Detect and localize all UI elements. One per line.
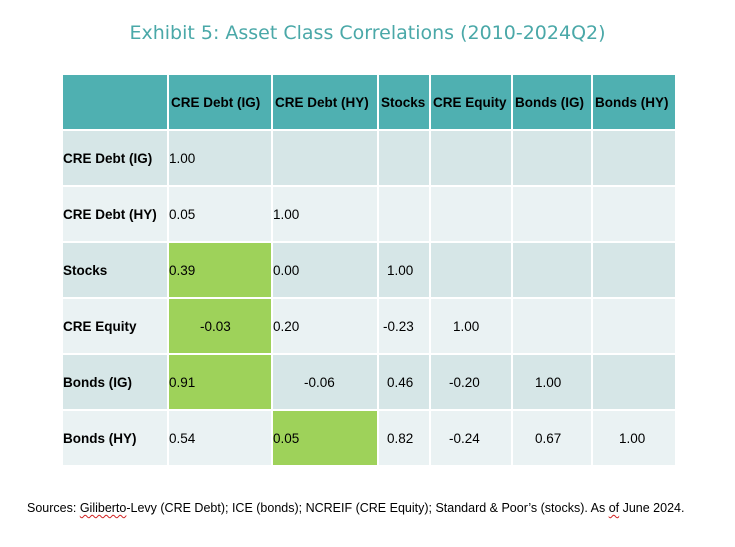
- table-row: Bonds (IG) 0.91 -0.06 0.46 -0.20 1.00: [61, 353, 677, 411]
- column-header: CRE Debt (IG): [167, 73, 273, 131]
- cell: 0.54: [167, 409, 273, 467]
- cell: [377, 185, 431, 243]
- cell: [429, 185, 513, 243]
- cell: -0.24: [429, 409, 513, 467]
- cell: [429, 241, 513, 299]
- cell: [591, 241, 677, 299]
- cell: [429, 129, 513, 187]
- table-row: Stocks 0.39 0.00 1.00: [61, 241, 677, 299]
- header-corner: [61, 73, 169, 131]
- cell: 1.00: [271, 185, 379, 243]
- table-row: CRE Equity -0.03 0.20 -0.23 1.00: [61, 297, 677, 355]
- row-label: CRE Debt (HY): [61, 185, 169, 243]
- cell: [511, 185, 593, 243]
- highlighted-cell: 0.39: [167, 241, 273, 299]
- cell: 0.05: [167, 185, 273, 243]
- source-suffix: June 2024.: [619, 501, 685, 515]
- cell: 0.20: [271, 297, 379, 355]
- cell: 0.00: [271, 241, 379, 299]
- row-label: Bonds (IG): [61, 353, 169, 411]
- row-label: Stocks: [61, 241, 169, 299]
- cell: [511, 241, 593, 299]
- cell: 1.00: [429, 297, 513, 355]
- cell: [591, 353, 677, 411]
- table-row: CRE Debt (IG) 1.00: [61, 129, 677, 187]
- highlighted-cell: 0.05: [271, 409, 379, 467]
- source-spellcheck-word: Giliberto: [79, 501, 127, 515]
- column-header: CRE Equity: [429, 73, 513, 131]
- column-header: Stocks: [377, 73, 431, 131]
- source-spellcheck-word-2: of: [608, 501, 620, 515]
- cell: [591, 129, 677, 187]
- cell: [511, 297, 593, 355]
- cell: [271, 129, 379, 187]
- cell: 1.00: [511, 353, 593, 411]
- source-note: Sources: Giliberto-Levy (CRE Debt); ICE …: [27, 501, 684, 515]
- correlation-table: CRE Debt (IG) CRE Debt (HY) Stocks CRE E…: [61, 73, 677, 467]
- page-title: Exhibit 5: Asset Class Correlations (201…: [129, 22, 606, 44]
- cell: -0.20: [429, 353, 513, 411]
- cell: [377, 129, 431, 187]
- cell: 1.00: [377, 241, 431, 299]
- cell: [511, 129, 593, 187]
- source-prefix: Sources:: [27, 501, 80, 515]
- cell: [591, 185, 677, 243]
- row-label: CRE Equity: [61, 297, 169, 355]
- source-text: -Levy (CRE Debt); ICE (bonds); NCREIF (C…: [126, 501, 609, 515]
- cell: 1.00: [591, 409, 677, 467]
- highlighted-cell: -0.03: [167, 297, 273, 355]
- cell: 1.00: [167, 129, 273, 187]
- column-header: CRE Debt (HY): [271, 73, 379, 131]
- cell: -0.23: [377, 297, 431, 355]
- table-header-row: CRE Debt (IG) CRE Debt (HY) Stocks CRE E…: [61, 73, 677, 131]
- column-header: Bonds (IG): [511, 73, 593, 131]
- cell: 0.46: [377, 353, 431, 411]
- cell: [591, 297, 677, 355]
- column-header: Bonds (HY): [591, 73, 677, 131]
- cell: 0.82: [377, 409, 431, 467]
- row-label: Bonds (HY): [61, 409, 169, 467]
- table-row: Bonds (HY) 0.54 0.05 0.82 -0.24 0.67 1.0…: [61, 409, 677, 467]
- row-label: CRE Debt (IG): [61, 129, 169, 187]
- highlighted-cell: 0.91: [167, 353, 273, 411]
- cell: -0.06: [271, 353, 379, 411]
- table-row: CRE Debt (HY) 0.05 1.00: [61, 185, 677, 243]
- cell: 0.67: [511, 409, 593, 467]
